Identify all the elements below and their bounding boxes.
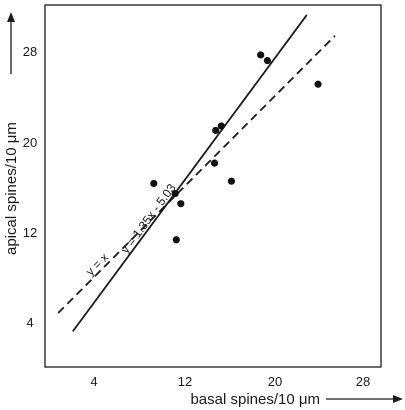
- x-tick-label: 12: [178, 374, 192, 389]
- y-tick-label: 12: [23, 225, 37, 240]
- y-tick-label: 20: [23, 135, 37, 150]
- data-point: [314, 80, 322, 88]
- line-labels: y = xy = 1.35x - 5.03: [83, 181, 179, 279]
- x-axis-label: basal spines/10 μm: [190, 391, 320, 408]
- data-point: [257, 51, 265, 59]
- data-point: [172, 236, 180, 244]
- data-point: [263, 56, 272, 65]
- plot-frame: [44, 4, 382, 368]
- data-points: [150, 51, 322, 244]
- data-point: [217, 122, 225, 130]
- y-axis-label: apical spines/10 μm: [3, 122, 20, 255]
- data-point: [227, 177, 236, 185]
- identity-line-label: y = x: [83, 250, 111, 278]
- data-point: [150, 179, 158, 188]
- x-tick-label: 20: [268, 374, 282, 389]
- x-tick-label: 4: [90, 374, 97, 389]
- y-tick-label: 28: [23, 44, 37, 59]
- x-tick-label: 28: [356, 374, 370, 389]
- data-point: [171, 189, 179, 198]
- data-point: [210, 159, 219, 167]
- data-point: [212, 126, 220, 135]
- x-axis-arrow: [326, 395, 403, 403]
- regression-lines: [57, 14, 336, 332]
- regression-line: [72, 14, 308, 332]
- y-axis-arrow: [7, 12, 15, 74]
- regression-line-label: y = 1.35x - 5.03: [118, 181, 179, 256]
- data-point: [177, 200, 185, 208]
- y-tick-label: 4: [26, 315, 33, 330]
- identity-line: [57, 35, 336, 314]
